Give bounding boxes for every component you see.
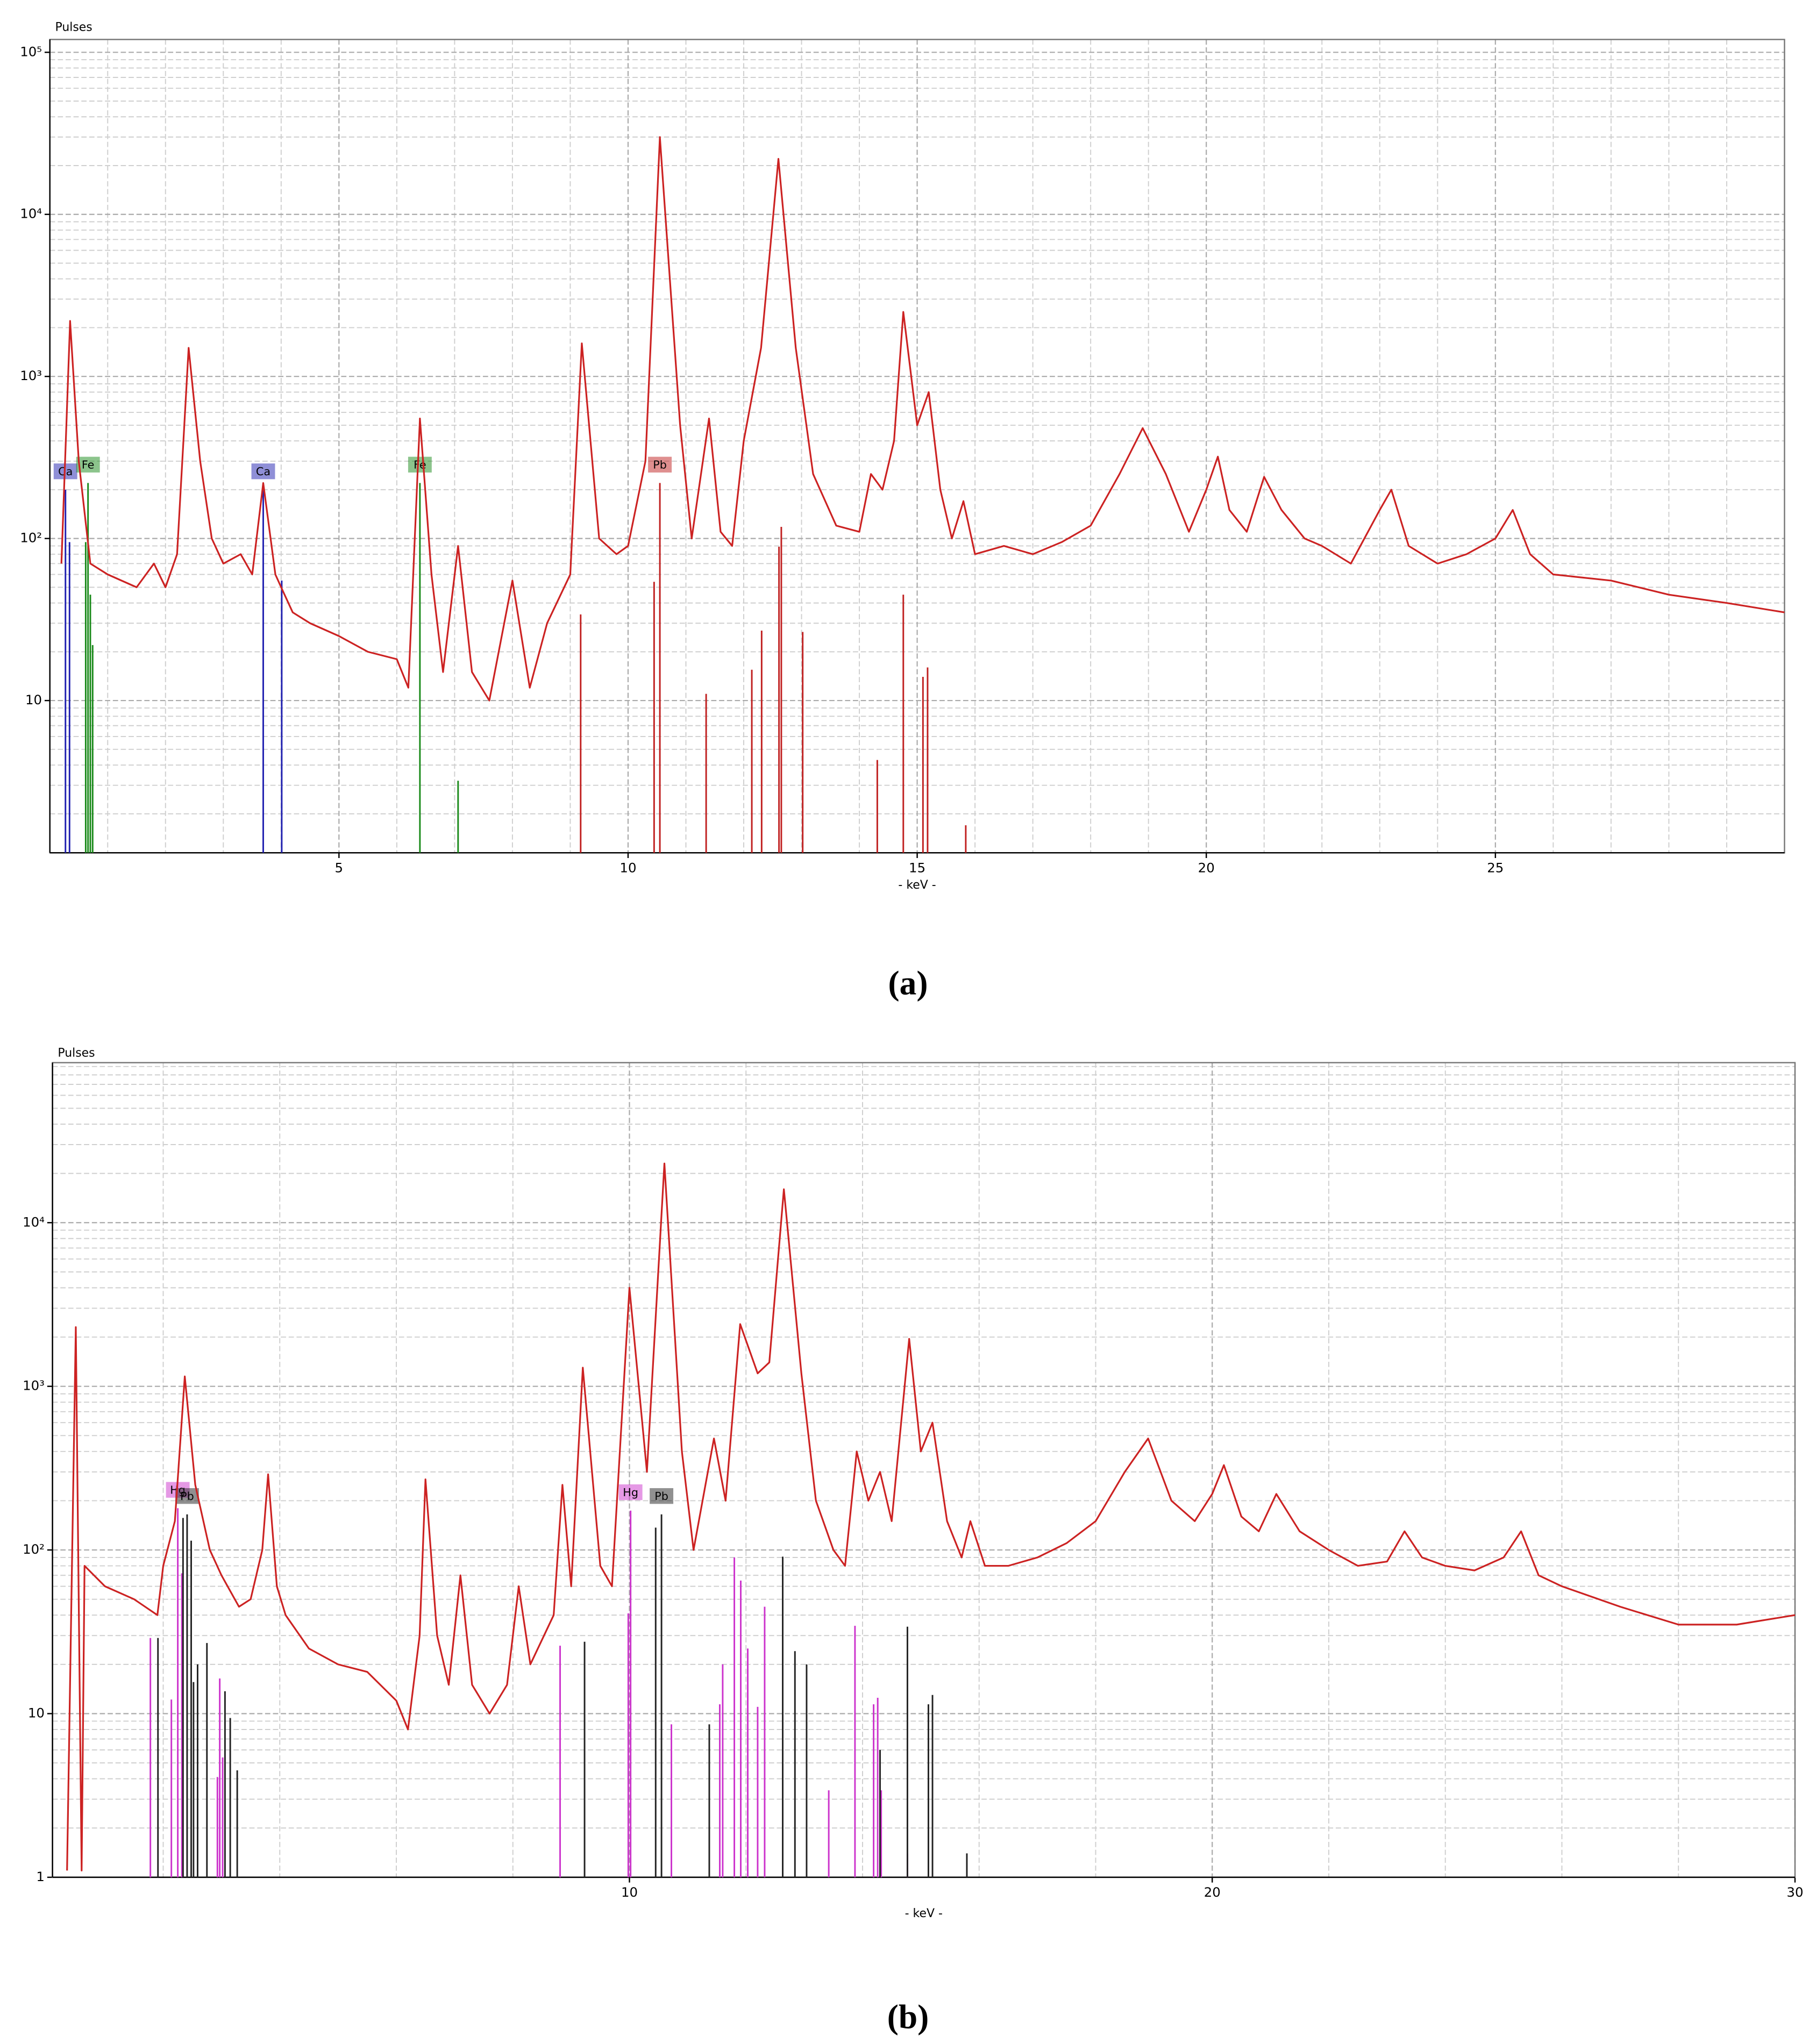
y-tick-label: 1 <box>36 1869 45 1884</box>
element-tag-box <box>618 1484 643 1500</box>
element-tag: Pb <box>653 458 667 471</box>
x-tick-label: 10 <box>621 1884 638 1900</box>
y-tick-label: 10⁵ <box>20 44 42 59</box>
element-tag: Pb <box>654 1490 668 1503</box>
y-tick-label: 10³ <box>23 1378 45 1393</box>
element-tag: Pb <box>180 1490 194 1503</box>
x-tick-label: 15 <box>909 860 925 876</box>
x-tick-label: 10 <box>619 860 636 876</box>
x-tick-label: 30 <box>1786 1884 1803 1900</box>
panel-caption: (a) <box>888 964 928 1002</box>
x-tick-label: 25 <box>1487 860 1504 876</box>
element-tag: Fe <box>82 458 95 471</box>
element-tag: Hg <box>623 1486 638 1499</box>
x-tick-label: 20 <box>1198 860 1215 876</box>
element-tag-box <box>175 1488 199 1504</box>
x-tick-label: 5 <box>335 860 344 876</box>
y-tick-label: 10³ <box>20 368 42 383</box>
spectrum-line <box>60 136 1785 702</box>
spectrum-line <box>66 1162 1796 1871</box>
y-tick-label: 10 <box>28 1705 45 1720</box>
element-tag-box <box>648 456 672 473</box>
y-tick-label: 10⁴ <box>23 1214 45 1230</box>
y-tick-label: 10 <box>25 692 42 707</box>
x-tick-label: 20 <box>1204 1884 1221 1900</box>
y-axis-label: Pulses <box>55 20 92 34</box>
element-tag-box <box>650 1488 674 1504</box>
element-tag: Ca <box>256 465 270 478</box>
y-tick-label: 10⁴ <box>20 206 42 221</box>
x-axis-label: - keV - <box>905 1907 943 1920</box>
element-tag-box <box>251 463 275 480</box>
y-tick-label: 10² <box>20 530 42 546</box>
y-tick-label: 10² <box>23 1541 45 1557</box>
x-axis-label: - keV - <box>898 878 936 892</box>
y-axis-label: Pulses <box>58 1047 95 1060</box>
element-tag-box <box>408 456 432 473</box>
panel-caption: (b) <box>887 1997 929 2035</box>
